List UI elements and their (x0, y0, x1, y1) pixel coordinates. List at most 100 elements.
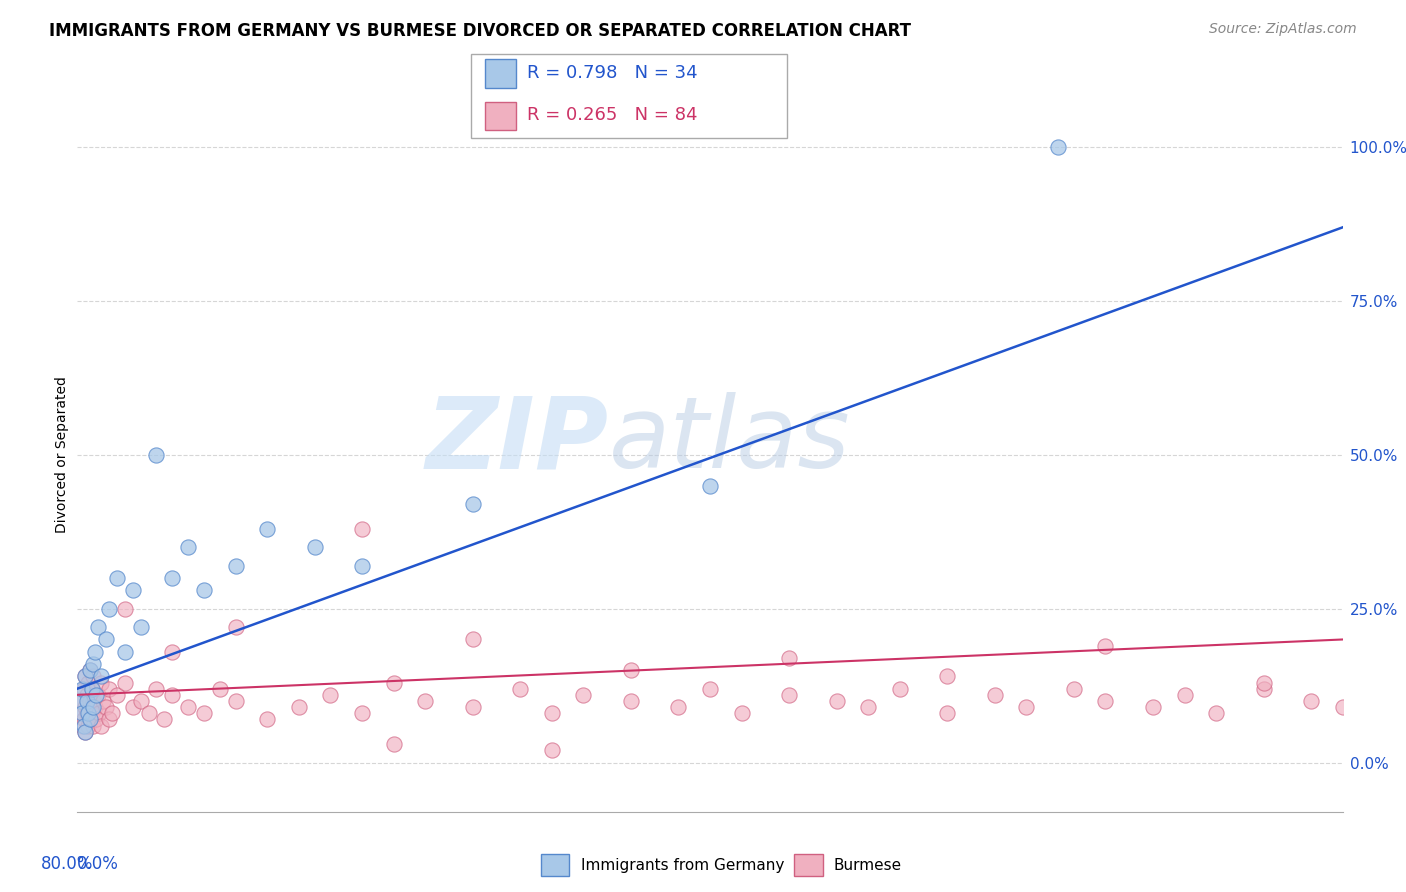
Point (352, 706, 374, 721)
Point (461, 632, 484, 647)
Point (79, 713, 101, 727)
Point (121, 700, 143, 714)
Point (80, 706, 103, 721)
Point (94, 632, 117, 647)
Point (80, 681, 103, 696)
Point (352, 558, 374, 573)
Point (1174, 688, 1197, 702)
Y-axis label: Divorced or Separated: Divorced or Separated (55, 376, 69, 533)
Point (75, 700, 97, 714)
Point (256, 713, 278, 727)
Point (89, 706, 111, 721)
Point (778, 651, 800, 665)
Point (129, 694, 152, 708)
Point (145, 448, 167, 462)
Point (288, 700, 311, 714)
Point (1331, 700, 1354, 714)
Text: ZIP: ZIP (426, 392, 609, 489)
Point (98, 713, 120, 727)
Point (1046, 140, 1070, 154)
Point (153, 713, 176, 727)
Point (352, 522, 374, 536)
Point (70, 694, 93, 708)
Point (256, 522, 278, 536)
Text: 0.0%: 0.0% (77, 855, 120, 872)
Point (90, 675, 112, 690)
Point (572, 688, 595, 702)
Point (114, 645, 136, 659)
Text: R = 0.265   N = 84: R = 0.265 N = 84 (527, 106, 697, 124)
Point (699, 478, 721, 492)
Point (225, 620, 247, 634)
Point (87, 688, 110, 702)
Point (1253, 675, 1275, 690)
Point (73, 681, 96, 696)
Point (889, 681, 911, 696)
Point (461, 700, 484, 714)
Point (162, 645, 183, 659)
Point (76, 706, 98, 721)
Point (1205, 706, 1227, 721)
Point (76, 694, 98, 708)
Point (138, 706, 160, 721)
Point (382, 737, 405, 751)
Point (620, 663, 643, 677)
Point (936, 706, 959, 721)
Point (87, 620, 110, 634)
Text: IMMIGRANTS FROM GERMANY VS BURMESE DIVORCED OR SEPARATED CORRELATION CHART: IMMIGRANTS FROM GERMANY VS BURMESE DIVOR… (49, 22, 911, 40)
Point (415, 694, 437, 708)
Point (193, 583, 215, 598)
Point (193, 706, 215, 721)
Point (70, 718, 93, 732)
Point (76, 688, 98, 702)
Point (825, 694, 848, 708)
Point (620, 694, 643, 708)
Text: 80.0%: 80.0% (41, 855, 93, 872)
Point (91, 694, 114, 708)
Point (858, 700, 880, 714)
Point (699, 681, 721, 696)
Point (79, 663, 101, 677)
Point (75, 724, 97, 739)
Point (162, 688, 183, 702)
Point (82, 694, 104, 708)
Point (1094, 639, 1116, 653)
Point (90, 669, 112, 683)
Point (98, 681, 120, 696)
Point (83, 645, 105, 659)
Point (1094, 694, 1116, 708)
Point (177, 540, 200, 554)
Point (69, 694, 91, 708)
Point (145, 681, 167, 696)
Point (94, 700, 117, 714)
Point (225, 558, 247, 573)
Point (79, 713, 101, 727)
Point (304, 540, 326, 554)
Point (98, 601, 120, 615)
Point (70, 706, 93, 721)
Point (731, 706, 754, 721)
Point (77, 706, 100, 721)
Point (778, 688, 800, 702)
Point (79, 694, 101, 708)
Point (73, 718, 96, 732)
Point (77, 718, 100, 732)
Text: Source: ZipAtlas.com: Source: ZipAtlas.com (1209, 22, 1357, 37)
Point (75, 724, 97, 739)
Point (114, 601, 136, 615)
Point (1063, 681, 1085, 696)
Text: atlas: atlas (609, 392, 851, 489)
Point (80, 681, 103, 696)
Point (75, 669, 97, 683)
Point (86, 688, 108, 702)
Point (73, 713, 96, 727)
Point (83, 700, 105, 714)
Point (82, 700, 104, 714)
Point (1301, 694, 1323, 708)
Point (208, 681, 231, 696)
Point (90, 718, 112, 732)
Point (101, 706, 124, 721)
Point (75, 669, 97, 683)
Point (70, 681, 93, 696)
Point (1015, 700, 1038, 714)
